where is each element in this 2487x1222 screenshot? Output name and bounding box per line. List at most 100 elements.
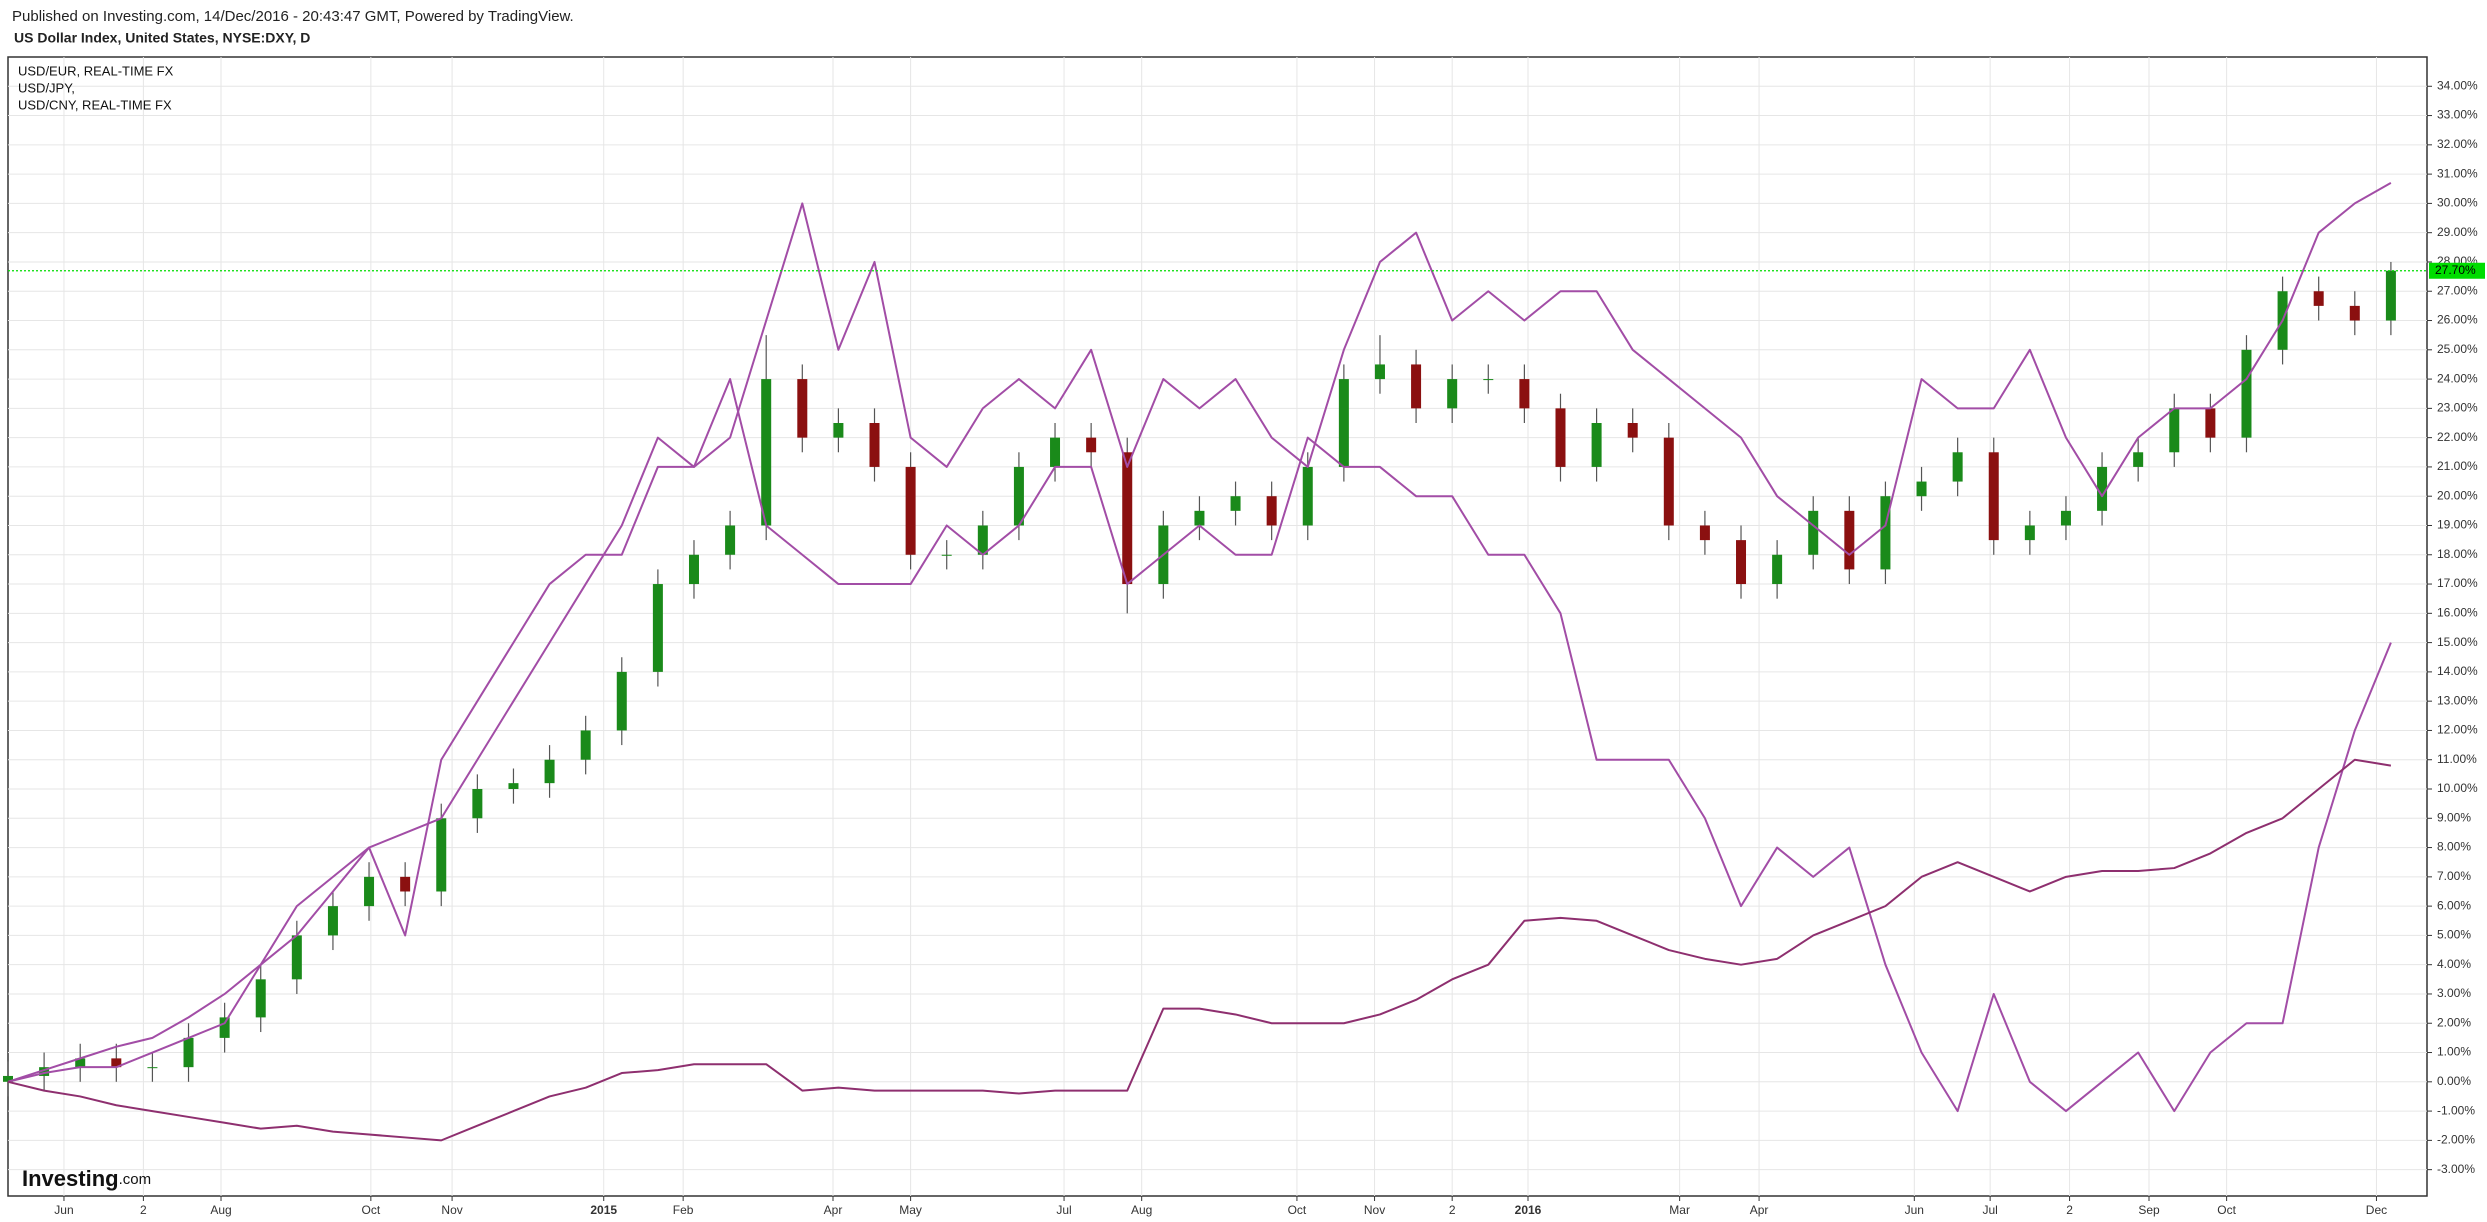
y-tick-label: 14.00% (2437, 664, 2478, 678)
candle-body (1555, 408, 1566, 467)
candle-body (1916, 481, 1927, 497)
y-tick-label: 26.00% (2437, 313, 2478, 327)
candle-body (2097, 466, 2108, 511)
y-tick-label: -1.00% (2437, 1103, 2475, 1117)
y-tick-label: 31.00% (2437, 166, 2478, 180)
candle-body (869, 423, 880, 467)
candle-body (1194, 510, 1205, 526)
candle-body (2313, 291, 2324, 306)
candle-body (1447, 379, 1458, 409)
candle-body (1302, 466, 1313, 526)
x-tick-label: Nov (1364, 1203, 1385, 1217)
y-tick-label: 33.00% (2437, 108, 2478, 122)
x-tick-label: 2016 (1515, 1203, 1542, 1217)
x-tick-label: 2015 (590, 1203, 617, 1217)
candle-body (1663, 437, 1674, 526)
y-tick-label: 30.00% (2437, 196, 2478, 210)
x-tick-label: Jul (1056, 1203, 1071, 1217)
candle-body (1050, 437, 1061, 467)
candle-body (2060, 510, 2071, 526)
x-tick-label: Oct (1288, 1203, 1307, 1217)
x-tick-label: Jun (54, 1203, 73, 1217)
logo-brand: Investing (22, 1166, 119, 1191)
y-tick-label: 10.00% (2437, 781, 2478, 795)
y-tick-label: 9.00% (2437, 810, 2471, 824)
y-tick-label: 15.00% (2437, 635, 2478, 649)
x-tick-label: 2 (1449, 1203, 1456, 1217)
candle-body (1808, 510, 1819, 555)
y-tick-label: 11.00% (2437, 752, 2477, 766)
candle-body (1230, 496, 1241, 511)
candle-body (2169, 408, 2180, 453)
candle-body (327, 906, 338, 936)
y-tick-label: 23.00% (2437, 401, 2478, 415)
candle-body (508, 783, 519, 790)
candle-body (1483, 379, 1494, 381)
x-tick-label: Nov (441, 1203, 462, 1217)
candle-body (1772, 554, 1783, 585)
y-tick-label: 7.00% (2437, 869, 2471, 883)
x-tick-label: Mar (1669, 1203, 1690, 1217)
y-tick-label: 20.00% (2437, 488, 2478, 502)
candle-body (1880, 496, 1891, 570)
candle-body (1086, 437, 1097, 453)
candle-body (688, 554, 699, 585)
x-tick-label: Aug (1131, 1203, 1152, 1217)
candle-body (1338, 379, 1349, 467)
y-tick-label: 22.00% (2437, 430, 2478, 444)
candle-body (1411, 364, 1422, 409)
candle-body (1844, 510, 1855, 570)
candle-body (1736, 540, 1747, 585)
candle-body (75, 1058, 86, 1068)
y-tick-label: 3.00% (2437, 986, 2471, 1000)
legend-entry: USD/CNY, REAL-TIME FX (18, 97, 172, 112)
x-tick-label: Oct (362, 1203, 381, 1217)
candle-body (833, 423, 844, 438)
candle-body (111, 1058, 122, 1068)
x-tick-label: May (899, 1203, 922, 1217)
x-tick-label: Jun (1905, 1203, 1924, 1217)
candle-body (2133, 452, 2144, 467)
y-tick-label: 29.00% (2437, 225, 2478, 239)
candle-body (400, 876, 411, 892)
legend-entry: USD/JPY, (18, 80, 75, 95)
logo: Investing.com (22, 1166, 151, 1191)
candle-body (39, 1067, 50, 1076)
candle-body (255, 979, 266, 1018)
candle-body (905, 466, 916, 555)
candle-body (472, 789, 483, 819)
candle-body (1374, 364, 1385, 380)
candle-body (761, 379, 772, 526)
candle-body (2349, 305, 2360, 321)
candle-body (580, 730, 591, 760)
candle-body (147, 1067, 158, 1069)
y-tick-label: 1.00% (2437, 1045, 2471, 1059)
candle-body (1013, 466, 1024, 526)
candle-body (3, 1075, 13, 1082)
series-line (7, 182, 2392, 1083)
candle-body (1952, 452, 1963, 482)
candle-body (1627, 423, 1638, 438)
y-tick-label: 34.00% (2437, 78, 2478, 92)
x-tick-label: Dec (2366, 1203, 2387, 1217)
y-tick-label: 4.00% (2437, 957, 2471, 971)
x-tick-label: Oct (2217, 1203, 2236, 1217)
candle-body (2385, 270, 2396, 321)
x-tick-label: Apr (824, 1203, 843, 1217)
y-tick-label: 24.00% (2437, 371, 2478, 385)
candle-body (1122, 452, 1133, 585)
y-tick-label: 18.00% (2437, 547, 2478, 561)
y-tick-label: 6.00% (2437, 898, 2471, 912)
y-tick-label: 25.00% (2437, 342, 2478, 356)
candle-body (1988, 452, 1999, 541)
price-tag (2429, 262, 2485, 279)
x-tick-label: Aug (210, 1203, 231, 1217)
y-tick-label: 12.00% (2437, 723, 2478, 737)
candle-body (941, 554, 952, 556)
candle-body (2024, 525, 2035, 541)
candle-body (1519, 379, 1530, 409)
y-tick-label: 32.00% (2437, 137, 2478, 151)
x-tick-label: Feb (673, 1203, 694, 1217)
